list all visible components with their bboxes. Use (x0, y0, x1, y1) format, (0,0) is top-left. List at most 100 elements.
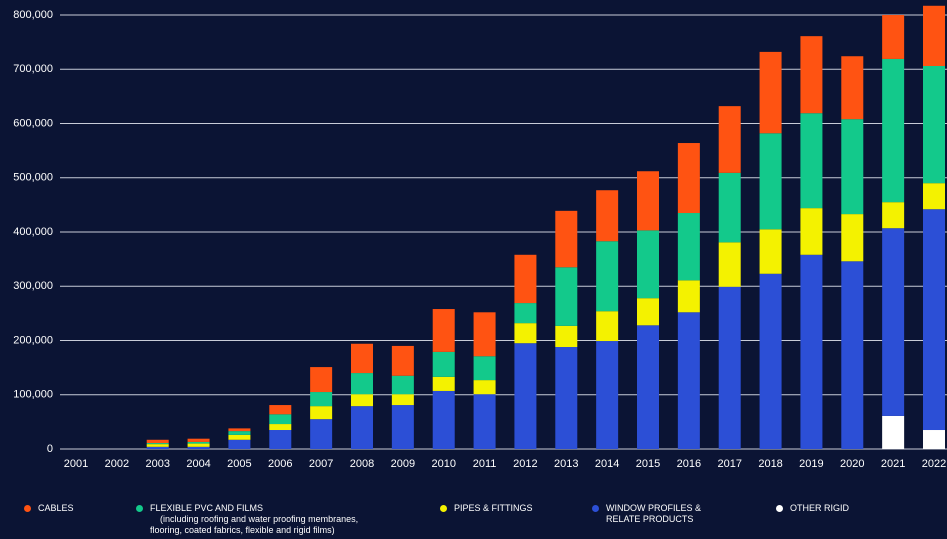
bar-segment (637, 298, 659, 326)
bar-segment (310, 367, 333, 393)
bar-segment (310, 419, 333, 449)
bar-segment (882, 58, 905, 203)
bar-segment (759, 229, 782, 274)
legend-swatch (440, 505, 447, 512)
legend: CABLES FLEXIBLE PVC AND FILMS (including r… (0, 503, 947, 539)
bar-segment (391, 405, 414, 449)
bar-segment (146, 439, 169, 444)
bar-segment (596, 190, 619, 242)
x-tick-label: 2003 (145, 458, 169, 470)
bar-segment (432, 376, 455, 391)
legend-item: PIPES & FITTINGS (440, 503, 594, 514)
y-tick-label: 700,000 (13, 63, 53, 75)
bar-segment (759, 133, 782, 230)
bar-segment (432, 390, 455, 449)
bar-segment (351, 394, 373, 407)
bar-segment (473, 312, 496, 357)
x-tick-label: 2014 (595, 458, 619, 470)
bar-segment (718, 172, 741, 243)
bar-segment (882, 415, 905, 449)
bar-segment (146, 446, 169, 449)
bar-segment (759, 273, 782, 449)
legend-item: FLEXIBLE PVC AND FILMS (including roofing… (136, 503, 410, 536)
legend-label: WINDOW PROFILES & RELATE PRODUCTS (606, 503, 702, 524)
bar-segment (637, 325, 659, 449)
bar-segment (596, 311, 619, 342)
legend-swatch (24, 505, 31, 512)
y-tick-label: 100,000 (13, 389, 53, 401)
bar-segment (187, 441, 210, 444)
bar-segment (596, 341, 619, 449)
x-tick-label: 2001 (64, 458, 88, 470)
legend-swatch (136, 505, 143, 512)
bar-segment (310, 406, 333, 420)
bar-segment (882, 15, 905, 59)
bar-segment (800, 113, 823, 209)
bar-segment (841, 214, 864, 262)
bar-segment (228, 428, 251, 432)
bar-segment (923, 430, 945, 449)
bar-segment (228, 439, 251, 449)
bar-segment (677, 143, 700, 214)
bar-segment (718, 286, 741, 449)
bar-segment (800, 254, 823, 449)
x-tick-label: 2004 (186, 458, 210, 470)
bar-segment (514, 303, 537, 324)
legend-item: WINDOW PROFILES & RELATE PRODUCTS (592, 503, 736, 525)
bar-segment (637, 171, 659, 231)
x-tick-label: 2007 (309, 458, 333, 470)
bar-segment (269, 405, 292, 415)
bar-segment (923, 209, 945, 431)
y-tick-label: 0 (47, 443, 53, 455)
x-tick-label: 2010 (431, 458, 455, 470)
bar-segment (269, 430, 292, 449)
y-tick-label: 200,000 (13, 334, 53, 346)
x-tick-label: 2020 (840, 458, 864, 470)
bar-segment (677, 280, 700, 313)
legend-label: PIPES & FITTINGS (454, 503, 533, 513)
bar-segment (882, 202, 905, 229)
x-tick-label: 2016 (677, 458, 701, 470)
bar-segment (677, 312, 700, 449)
bar-segment (555, 347, 578, 449)
bar-segment (228, 431, 251, 435)
x-tick-label: 2006 (268, 458, 292, 470)
x-tick-label: 2009 (391, 458, 415, 470)
bar-segment (473, 356, 496, 381)
x-tick-label: 2013 (554, 458, 578, 470)
x-tick-label: 2005 (227, 458, 251, 470)
legend-note: (including roofing and water proofing me… (160, 514, 359, 524)
bar-segment (391, 394, 414, 406)
legend-note: flooring, coated fabrics, flexible and r… (150, 525, 335, 535)
bar-segment (555, 325, 578, 348)
bar-segment (800, 36, 823, 114)
bar-segment (841, 119, 864, 215)
bar-segment (473, 380, 496, 395)
y-tick-label: 800,000 (13, 9, 53, 21)
bar-segment (432, 309, 455, 352)
bar-segment (351, 406, 373, 449)
bar-segment (391, 375, 414, 395)
y-tick-label: 600,000 (13, 117, 53, 129)
bar-segment (514, 323, 537, 344)
bar-segment (800, 208, 823, 255)
bar-segment (677, 213, 700, 281)
bar-segment (228, 434, 251, 440)
y-tick-label: 500,000 (13, 172, 53, 184)
legend-item: OTHER RIGID (776, 503, 910, 514)
legend-label: CABLES (38, 503, 74, 513)
x-tick-label: 2008 (350, 458, 374, 470)
bar-segment (351, 343, 373, 374)
bar-segment (146, 443, 169, 445)
bar-segment (718, 242, 741, 287)
bar-segment (473, 394, 496, 449)
bar-segment (841, 56, 864, 120)
bar-segment (187, 443, 210, 447)
bar-segment (514, 254, 537, 304)
bar-segment (555, 267, 578, 326)
legend-label: OTHER RIGID (790, 503, 850, 513)
legend-item: CABLES (24, 503, 128, 514)
x-tick-label: 2018 (758, 458, 782, 470)
